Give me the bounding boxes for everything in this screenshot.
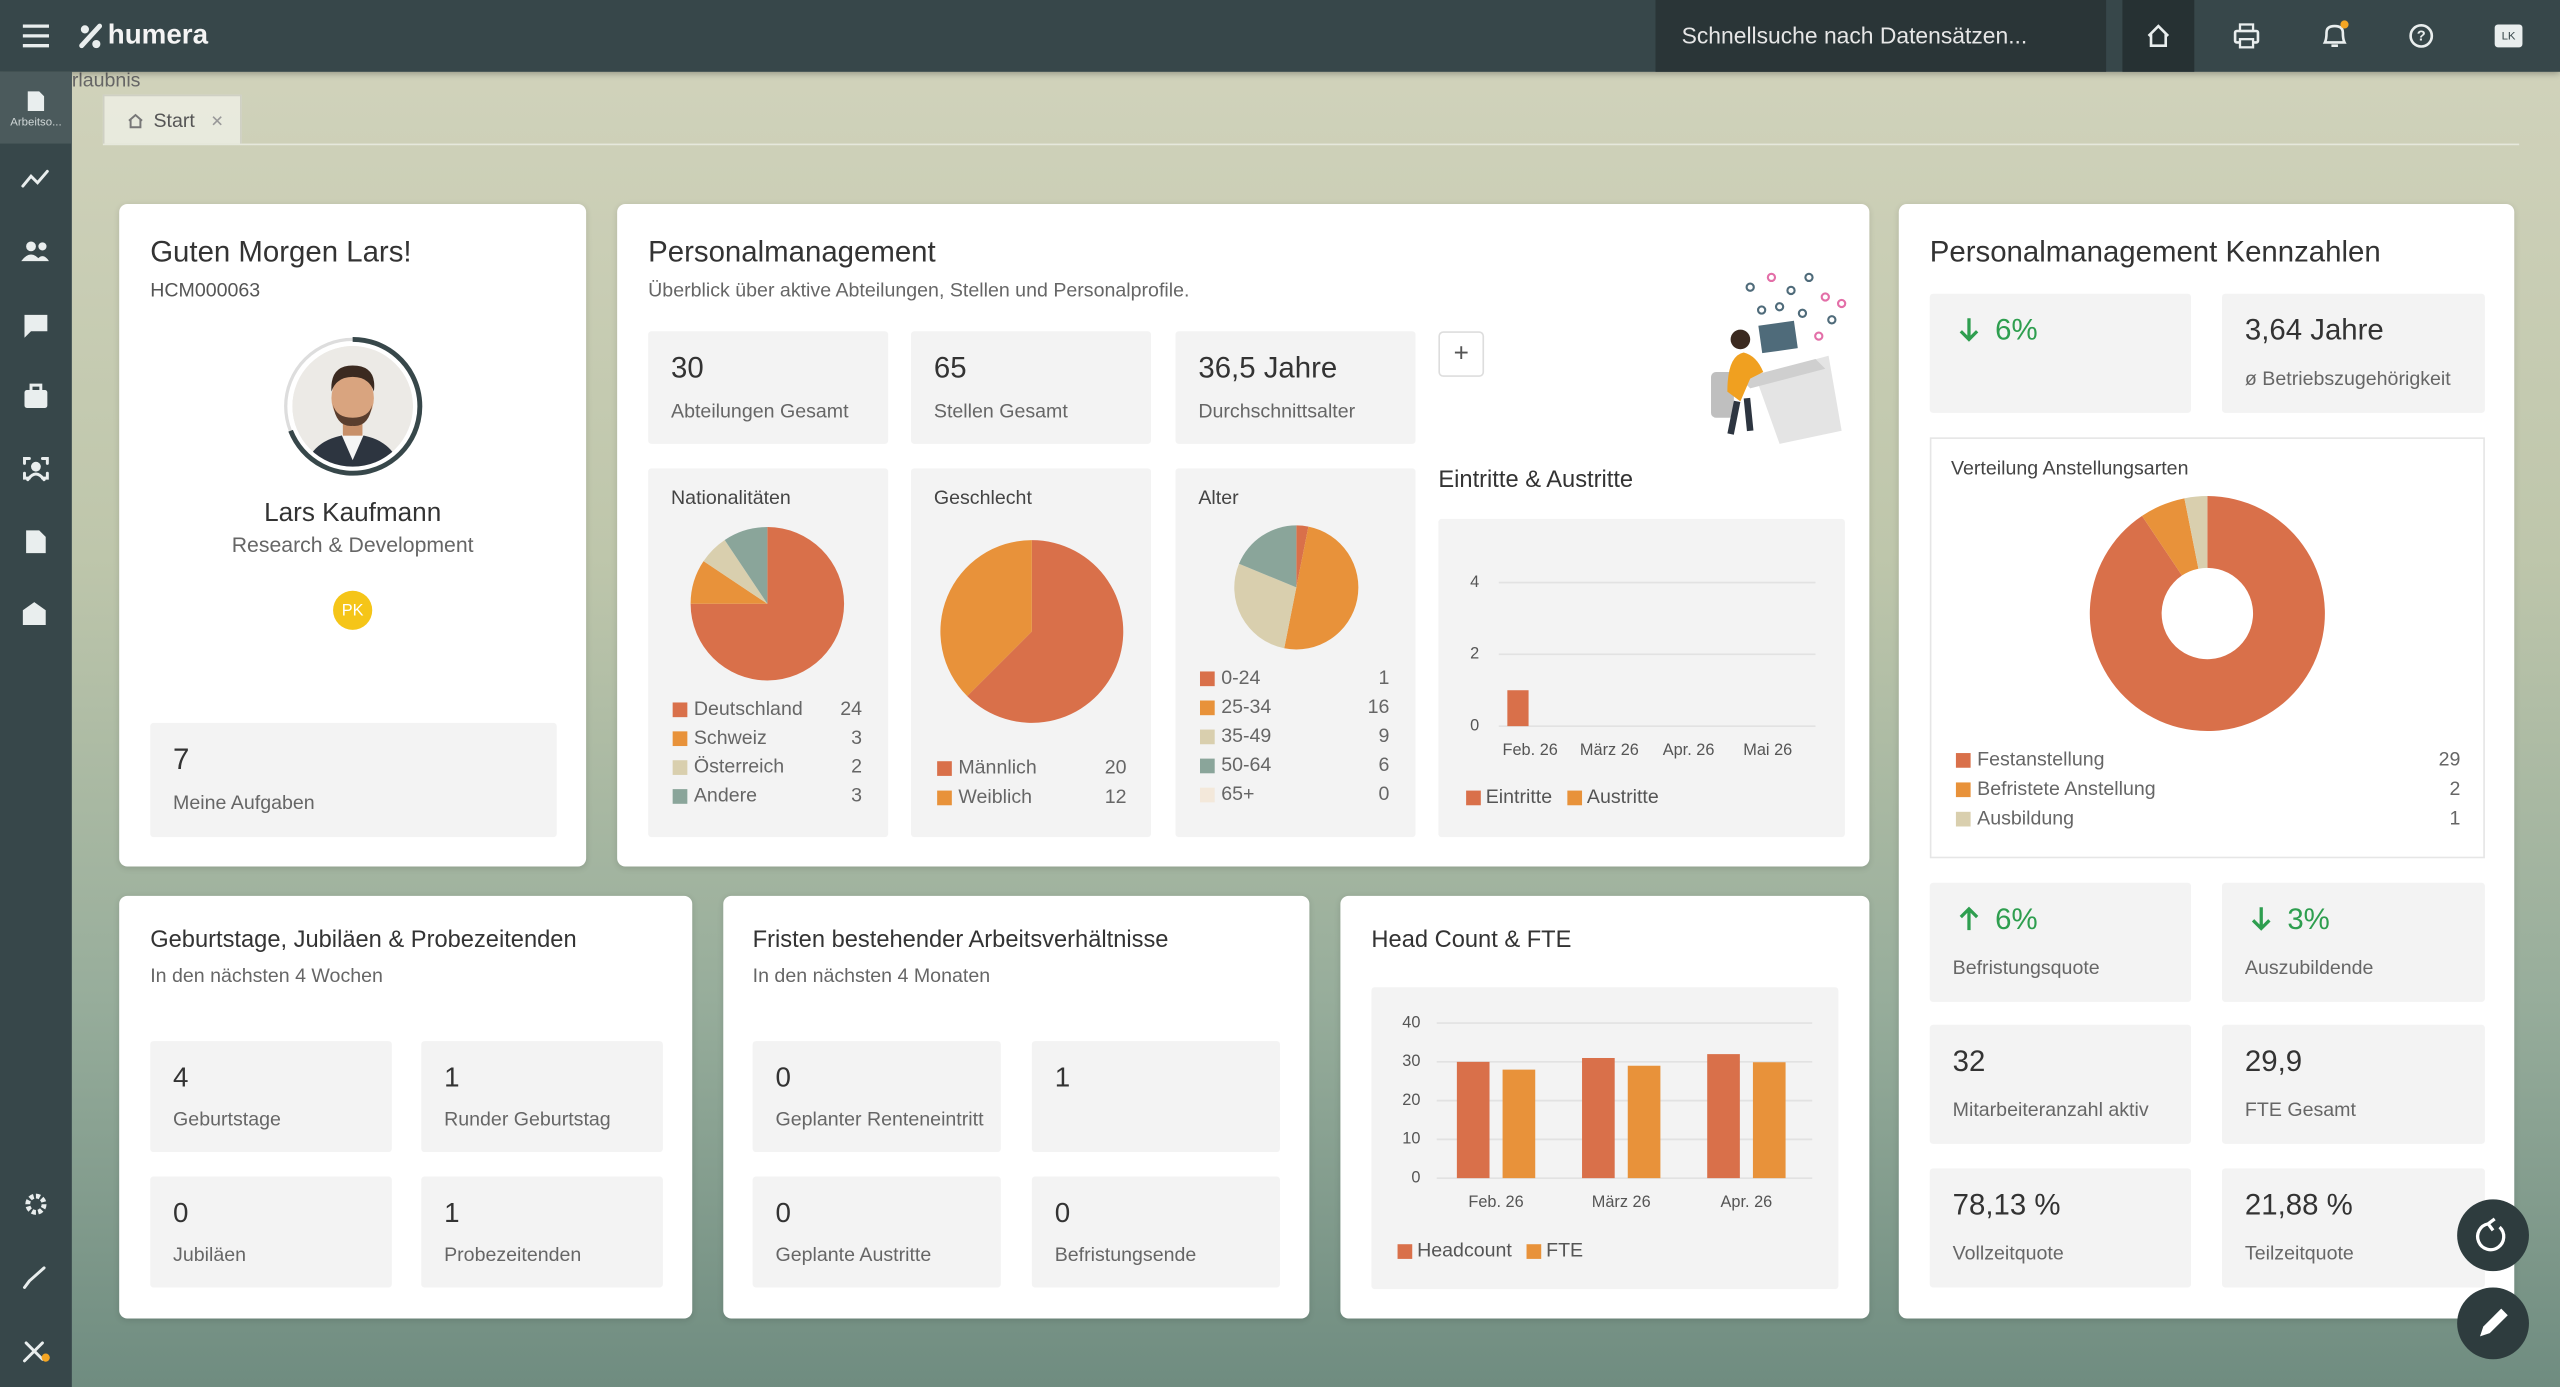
stat-label: Befristungsquote (1952, 955, 2100, 979)
stat-label: Geburtstage (173, 1107, 281, 1131)
card-title: Fristen bestehender Arbeitsverhältnisse (752, 927, 1169, 954)
stat-label: Auszubildende (2244, 955, 2374, 979)
stat-value: 29,9 (2244, 1044, 2303, 1078)
chart-title: Eintritte & Austritte (1438, 467, 1634, 494)
card-title: Geburtstage, Jubiläen & Probezeitenden (150, 927, 577, 954)
stat-box (2222, 1024, 2485, 1144)
sidebar (0, 71, 72, 1387)
stat-box (752, 1176, 1001, 1288)
stat-box (150, 1176, 392, 1288)
stat-label: Runder Geburtstag (444, 1107, 611, 1131)
stat-value: 36,5 Jahre (1198, 351, 1338, 384)
chart-box (1175, 468, 1416, 838)
chart-box (648, 468, 889, 838)
stat-label: Teilzeitquote (2244, 1241, 2354, 1265)
tab-strip-line (102, 143, 2520, 146)
card-title: Personalmanagement (648, 235, 936, 268)
employee-department: Research & Development (231, 532, 474, 557)
stat-value: 0 (173, 1197, 189, 1229)
chart-title: Verteilung Anstellungsarten (1951, 456, 2189, 480)
stat-box (2222, 882, 2485, 1002)
home-button[interactable] (2122, 0, 2195, 72)
stat-value: 3% (2287, 902, 2330, 936)
stat-value: 6% (1995, 902, 2038, 936)
add-button[interactable] (1438, 331, 1485, 377)
stat-value: 1 (444, 1061, 460, 1093)
stat-label: Durchschnittsalter (1198, 399, 1356, 423)
stat-box (1175, 331, 1416, 444)
stat-value: 6% (1995, 313, 2038, 347)
stat-value: 1 (444, 1197, 460, 1229)
employee-id: HCM000063 (150, 278, 261, 302)
stat-label: Jubiläen (173, 1243, 247, 1266)
stat-box (648, 331, 889, 444)
sidebar-label: Arbeitso... (10, 117, 62, 129)
card-subtitle: In den nächsten 4 Wochen (150, 964, 383, 987)
stat-label: Mitarbeiteranzahl aktiv (1952, 1097, 2149, 1121)
stat-box (1929, 882, 2192, 1002)
stat-box (752, 1041, 1001, 1153)
card-title: Head Count & FTE (1371, 927, 1572, 954)
chart-title: Alter (1198, 485, 1239, 509)
stat-value: 30 (671, 351, 704, 384)
stat-label: FTE Gesamt (2244, 1097, 2356, 1121)
stat-box (2222, 293, 2485, 413)
stat-value: 0 (775, 1061, 791, 1093)
stat-box (1031, 1176, 1280, 1288)
search-placeholder: Schnellsuche nach Datensätzen... (1681, 22, 2028, 49)
chart-box (1438, 518, 1845, 838)
stat-box (150, 722, 557, 838)
card-subtitle: In den nächsten 4 Monaten (752, 964, 991, 987)
brand: humera (107, 19, 209, 51)
stat-value: 0 (1054, 1197, 1071, 1229)
chart-title: Nationalitäten (671, 485, 791, 509)
stat-value: 32 (1952, 1044, 1986, 1078)
stat-value: 0 (775, 1197, 791, 1229)
stat-value: 7 (173, 742, 190, 776)
stat-label: ø Betriebszugehörigkeit (2244, 366, 2451, 390)
stat-value: 21,88 % (2244, 1188, 2353, 1221)
stat-value: 65 (933, 351, 967, 384)
stat-label: Probezeitenden (444, 1243, 582, 1266)
stat-label: Geplanter Renteneintritt (775, 1107, 984, 1131)
card-subtitle: Überblick über aktive Abteilungen, Stell… (648, 278, 1190, 302)
stat-label: Vollzeitquote (1952, 1241, 2064, 1265)
stat-value: 1 (1054, 1061, 1071, 1093)
tab-label: Start (153, 109, 195, 132)
chart-box (1929, 437, 2485, 859)
stat-value: 78,13 % (1952, 1188, 2061, 1221)
search-box[interactable] (1655, 0, 2107, 72)
card-title: Personalmanagement Kennzahlen (1929, 235, 2381, 268)
chart-box (911, 468, 1152, 838)
stat-label: Abteilungen Gesamt (671, 399, 849, 423)
stat-box (1929, 293, 2192, 413)
chart-box (1371, 987, 1839, 1290)
stat-box (911, 331, 1152, 444)
stat-label: Stellen Gesamt (933, 399, 1068, 423)
stat-box (150, 1041, 392, 1153)
stat-box (1929, 1024, 2192, 1144)
chart-title: Geschlecht (933, 485, 1032, 509)
add-button-label: + (1453, 340, 1469, 368)
card-title: Guten Morgen Lars! (150, 235, 412, 268)
stat-value: 3,64 Jahre (2244, 313, 2384, 347)
stat-label: Meine Aufgaben (173, 791, 315, 814)
stat-box (1031, 1041, 1280, 1153)
stat-box (421, 1176, 663, 1288)
stat-label: Befristungsende (1054, 1243, 1197, 1266)
stat-box (1929, 1168, 2192, 1288)
employee-name: Lars Kaufmann (264, 499, 442, 528)
sidebar-active[interactable] (0, 71, 72, 144)
stat-box (2222, 1168, 2485, 1288)
stat-value: 4 (173, 1061, 189, 1093)
stat-box (421, 1041, 663, 1153)
stat-label: Geplante Austritte (775, 1243, 932, 1266)
